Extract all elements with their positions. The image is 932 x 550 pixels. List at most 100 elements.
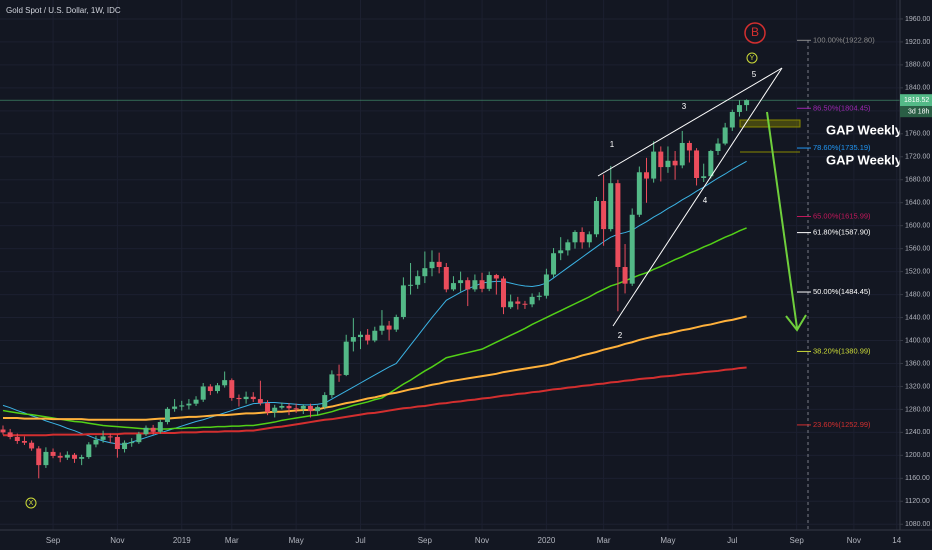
candle-body <box>36 448 42 466</box>
candle-body <box>715 143 721 152</box>
candle-body <box>694 150 700 179</box>
candle-body <box>164 408 170 423</box>
candle-body <box>14 436 20 441</box>
candle-body <box>436 261 442 268</box>
candle-body <box>400 285 406 317</box>
candle-body <box>257 399 263 404</box>
fib-label: 23.60%(1252.99) <box>813 420 871 429</box>
candle-body <box>365 334 371 341</box>
candle-body <box>644 172 649 179</box>
candle-body <box>21 440 27 443</box>
candle-body <box>629 214 635 284</box>
wave-label: 2 <box>618 331 623 340</box>
fib-label: 61.80%(1587.90) <box>813 228 871 237</box>
candle-body <box>114 436 120 450</box>
fib-label: 78.60%(1735.19) <box>813 143 871 152</box>
wave-label: Y <box>750 55 755 62</box>
candle-body <box>250 396 256 400</box>
candle-body <box>143 427 149 435</box>
candle-body <box>729 111 735 128</box>
candle-body <box>200 386 206 400</box>
candle-body <box>679 142 685 166</box>
candle-body <box>465 280 471 290</box>
x-tick-label: Sep <box>46 536 61 545</box>
y-tick-label: 1080.00 <box>905 521 930 528</box>
candle-body <box>322 395 328 408</box>
candle-body <box>307 405 313 412</box>
y-tick-label: 1360.00 <box>905 360 930 367</box>
candle-body <box>708 151 714 177</box>
y-tick-label: 1840.00 <box>905 85 930 92</box>
y-tick-label: 1240.00 <box>905 429 930 436</box>
candle-body <box>501 278 506 308</box>
candle-body <box>608 183 614 230</box>
y-tick-label: 1440.00 <box>905 314 930 321</box>
fib-label: 38.20%(1380.99) <box>813 346 871 355</box>
candle-body <box>0 429 6 433</box>
candle-body <box>86 444 92 458</box>
candle-body <box>572 231 578 243</box>
candle-body <box>458 280 464 284</box>
candle-body <box>536 295 542 297</box>
candle-body <box>100 436 106 440</box>
y-tick-label: 1640.00 <box>905 200 930 207</box>
wave-label: 1 <box>610 140 615 149</box>
candle-body <box>265 403 271 413</box>
candle-body <box>157 422 163 432</box>
candle-body <box>672 160 678 166</box>
wave-circle <box>25 497 37 509</box>
y-tick-label: 1720.00 <box>905 154 930 161</box>
last-price-box <box>900 94 932 107</box>
candle-body <box>551 253 557 275</box>
arrow-head <box>785 314 807 332</box>
candle-body <box>415 276 421 285</box>
grid <box>0 0 900 530</box>
candle-body <box>286 405 292 409</box>
y-tick-label: 1880.00 <box>905 62 930 69</box>
countdown-label: 3d 18h <box>908 109 930 116</box>
x-tick-label: May <box>660 536 675 545</box>
candle-body <box>522 303 528 305</box>
y-tick-label: 1160.00 <box>905 475 930 482</box>
candle-body <box>79 457 85 459</box>
candle-body <box>515 301 521 304</box>
candle-body <box>215 385 220 392</box>
candle-body <box>57 455 63 458</box>
y-tick-label: 1320.00 <box>905 383 930 390</box>
candle-body <box>622 267 628 284</box>
candle-body <box>179 405 185 407</box>
candle-body <box>408 284 414 286</box>
y-tick-label: 1920.00 <box>905 39 930 46</box>
candle-body <box>450 283 456 290</box>
x-tick-label: 2019 <box>173 536 191 545</box>
candle-body <box>222 380 228 386</box>
x-tick-label: Jul <box>727 536 737 545</box>
candle-body <box>658 151 664 168</box>
candle-body <box>29 442 35 449</box>
wave-circle <box>746 52 758 64</box>
candle-body <box>93 439 99 445</box>
candle-body <box>429 261 435 269</box>
countdown-box <box>900 106 932 118</box>
y-tick-label: 1400.00 <box>905 337 930 344</box>
candle-body <box>601 200 607 230</box>
candle-body <box>586 234 592 243</box>
y-tick-label: 1480.00 <box>905 291 930 298</box>
gap-box <box>739 119 801 128</box>
candle-body <box>701 176 707 179</box>
last-price-label: 1818.52 <box>904 97 929 104</box>
candle-body <box>243 396 249 400</box>
axes: 1080.00 1120.00 1160.00 1200.00 1240.00 1280.… <box>46 16 932 545</box>
chart-title: Gold Spot / U.S. Dollar, 1W, IDC <box>6 6 121 15</box>
candle-body <box>272 407 278 413</box>
wave-label: 4 <box>703 196 708 205</box>
candle-body <box>300 405 306 409</box>
candle-body <box>107 436 113 438</box>
wave-label: B <box>751 25 759 39</box>
x-tick-label: Sep <box>418 536 433 545</box>
candle-body <box>229 380 235 398</box>
arrow <box>766 111 798 329</box>
wave-label: 5 <box>752 70 757 79</box>
candle-body <box>279 405 285 408</box>
